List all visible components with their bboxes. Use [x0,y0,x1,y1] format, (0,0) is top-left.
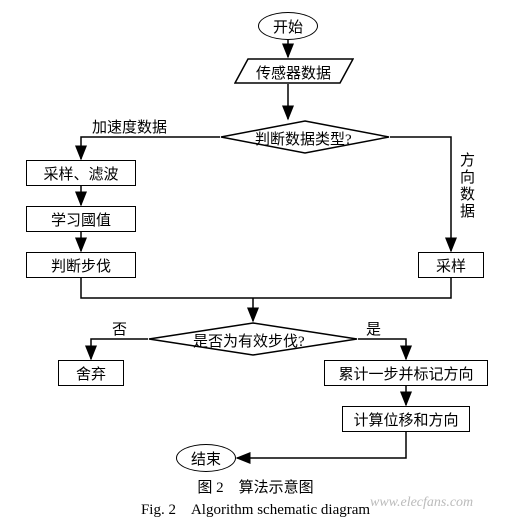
direction-data-label: 方向数据 [456,152,477,220]
accumulate-node: 累计一步并标记方向 [324,360,488,386]
sample-label: 采样 [436,255,466,276]
calc-node: 计算位移和方向 [342,406,470,432]
caption-zh: 图 2 算法示意图 [0,476,511,497]
judge-type-node: 判断数据类型? [220,120,390,154]
discard-label: 舍弃 [76,363,106,384]
end-label: 结束 [191,448,221,469]
judge-step-node: 判断步伐 [26,252,136,278]
sample-filter-node: 采样、滤波 [26,160,136,186]
calc-label: 计算位移和方向 [353,409,458,430]
valid-step-node: 是否为有效步伐? [148,322,358,356]
learn-threshold-label: 学习國值 [51,209,111,230]
accel-data-label: 加速度数据 [92,116,167,137]
yes-label: 是 [366,318,381,339]
sample-node: 采样 [418,252,484,278]
discard-node: 舍弃 [58,360,124,386]
end-node: 结束 [176,444,236,472]
accumulate-label: 累计一步并标记方向 [338,363,473,384]
sensor-data-node: 传感器数据 [234,58,354,84]
judge-type-label: 判断数据类型? [255,128,352,149]
judge-step-label: 判断步伐 [51,255,111,276]
no-label: 否 [112,318,127,339]
watermark: www.elecfans.com [370,495,473,511]
start-node: 开始 [258,12,318,40]
sample-filter-label: 采样、滤波 [43,163,118,184]
start-label: 开始 [273,16,303,37]
sensor-data-label: 传感器数据 [256,62,331,83]
learn-threshold-node: 学习國值 [26,206,136,232]
valid-step-label: 是否为有效步伐? [193,330,305,351]
